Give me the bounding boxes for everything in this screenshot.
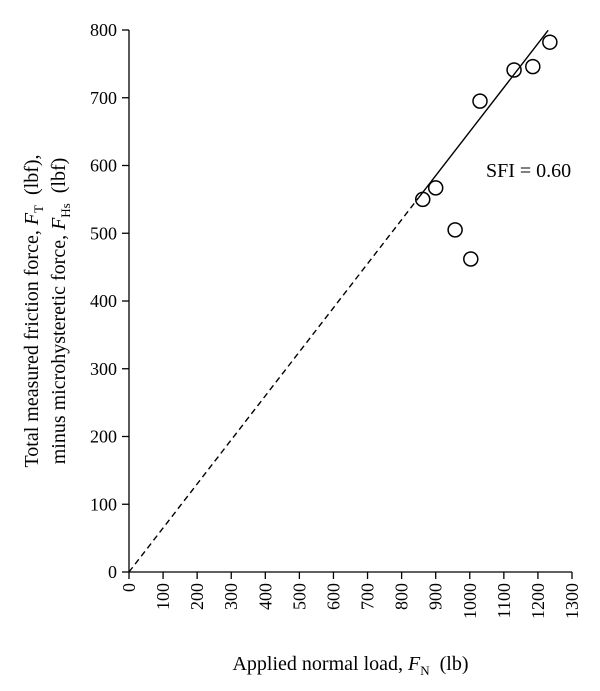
data-point [427,180,444,196]
y-tick-label: 0 [108,562,117,582]
y-tick-label: 200 [90,427,117,447]
y-tick-label: 100 [90,494,117,514]
data-point [472,93,488,109]
x-tick-label: 1300 [562,583,582,619]
data-point [542,34,558,50]
data-point [414,191,431,208]
x-tick-label: 500 [289,583,309,610]
x-tick-label: 700 [358,583,378,610]
sfi-annotation: SFI = 0.60 [486,160,571,182]
x-tick-label: 300 [221,583,241,610]
x-tick-label: 800 [392,583,412,610]
x-tick-label: 1200 [528,583,548,619]
data-point [525,58,541,75]
y-tick-label: 400 [90,291,117,311]
x-tick-label: 900 [426,583,446,610]
y-axis-title-line2: minus microhysteretic force, FHs (lbf) [48,158,73,465]
x-axis-title: Applied normal load, FN (lb) [232,653,468,678]
x-tick-label: 1000 [460,583,480,619]
x-tick-label: 100 [153,583,173,610]
x-tick-label: 600 [323,583,343,610]
data-point [447,222,463,238]
fit-line-dashed [128,197,420,573]
x-tick-label: 1100 [494,583,514,618]
y-tick-label: 300 [90,359,117,379]
plot-area: 0 100 200 300 400 500 600 700 800 0 100 200 300 400 50… [21,20,582,678]
y-axis-title-line1: Total measured friction force, FT (lbf), [21,154,46,467]
data-point [463,251,479,267]
y-tick-label: 800 [90,20,117,40]
x-tick-label: 200 [187,583,207,610]
y-tick-label: 500 [90,223,117,243]
x-tick-label: 0 [119,583,139,592]
x-tick-label: 400 [255,583,275,610]
y-tick-label: 600 [90,156,117,176]
y-tick-label: 700 [90,88,117,108]
data-point [506,62,522,78]
fit-line-solid [418,29,549,199]
